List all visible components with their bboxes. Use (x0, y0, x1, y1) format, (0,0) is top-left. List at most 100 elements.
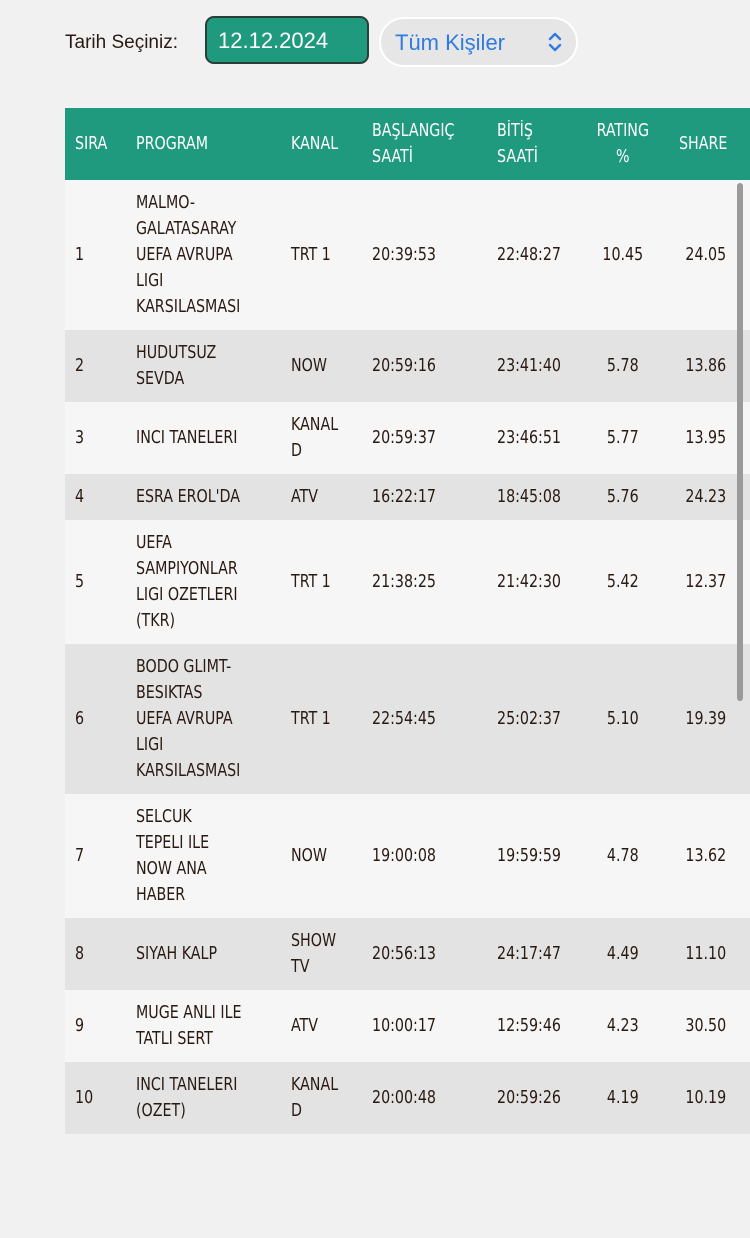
header-channel: KANAL (291, 133, 339, 154)
cell-end: 18:45:08 (497, 486, 562, 507)
cell-share: 24.23 (685, 486, 727, 507)
cell-rank: 9 (75, 1015, 85, 1036)
cell-rating: 4.78 (606, 845, 639, 866)
audience-select[interactable]: Tüm Kişiler (379, 17, 578, 67)
cell-end: 21:42:30 (497, 571, 562, 592)
cell-program: BODO GLIMT- BESIKTAS UEFA AVRUPA LIGI KA… (136, 656, 241, 781)
cell-share: 11.10 (685, 943, 727, 964)
cell-rating: 5.42 (606, 571, 639, 592)
table-scrollbar[interactable] (737, 183, 743, 701)
cell-start: 21:38:25 (372, 571, 437, 592)
cell-rating: 5.10 (606, 708, 639, 729)
cell-end: 24:17:47 (497, 943, 562, 964)
cell-rating: 4.49 (606, 943, 639, 964)
cell-rank: 8 (75, 943, 85, 964)
cell-program: ESRA EROL'DA (136, 486, 240, 507)
cell-channel: SHOW TV (291, 930, 337, 977)
cell-share: 24.05 (685, 244, 727, 265)
cell-channel: TRT 1 (291, 571, 331, 592)
cell-channel: TRT 1 (291, 708, 331, 729)
cell-share: 13.95 (685, 427, 727, 448)
cell-program: INCI TANELERI (136, 427, 238, 448)
cell-rank: 6 (75, 708, 85, 729)
cell-share: 30.50 (685, 1015, 727, 1036)
header-rating-line1: RATING (596, 120, 649, 141)
cell-rank: 3 (75, 427, 85, 448)
cell-rating: 5.78 (606, 355, 639, 376)
cell-rating: 4.19 (606, 1087, 639, 1108)
cell-rank: 1 (75, 244, 85, 265)
filter-bar: Tarih Seçiniz: 12.12.2024 Tüm Kişiler (0, 0, 750, 108)
cell-program: MALMO- GALATASARAY UEFA AVRUPA LIGI KARS… (136, 192, 241, 317)
table-row: 7 SELCUK TEPELI ILE NOW ANA HABER NOW 19:00… (65, 794, 750, 918)
cell-channel: NOW (291, 355, 327, 376)
header-rating: RATING % (592, 118, 654, 170)
table-row: 9 MUGE ANLI ILE TATLI SERT ATV 10:00:17 12:5… (65, 990, 750, 1062)
table-row: 6 BODO GLIMT- BESIKTAS UEFA AVRUPA LIGI K… (65, 644, 750, 794)
header-start-line2: SAATİ (372, 146, 413, 167)
cell-share: 19.39 (685, 708, 727, 729)
cell-start: 10:00:17 (372, 1015, 437, 1036)
cell-channel: NOW (291, 845, 327, 866)
date-picker-input[interactable]: 12.12.2024 (205, 16, 369, 64)
header-rank: SIRA (75, 133, 108, 154)
cell-program: UEFA SAMPIYONLAR LIGI OZETLERI (TKR) (136, 532, 238, 631)
table-row: 2 HUDUTSUZ SEVDA NOW 20:59:16 23:41:40 5.78 13… (65, 330, 750, 402)
cell-end: 19:59:59 (497, 845, 562, 866)
cell-rank: 4 (75, 486, 85, 507)
cell-share: 10.19 (685, 1087, 727, 1108)
cell-start: 20:59:16 (372, 355, 437, 376)
header-start-line1: BAŞLANGIÇ (372, 120, 455, 141)
cell-rank: 10 (75, 1087, 94, 1108)
audience-select-value: Tüm Kişiler (395, 30, 506, 55)
cell-start: 16:22:17 (372, 486, 437, 507)
cell-share: 12.37 (685, 571, 727, 592)
table-row: 8 SIYAH KALP SHOW TV 20:56:13 24:17:47 4.49 11… (65, 918, 750, 990)
cell-channel: ATV (291, 1015, 318, 1036)
ratings-table: SIRA PROGRAM KANAL BAŞLANGIÇ SAATİ BİTİŞ… (65, 108, 750, 1134)
header-program: PROGRAM (136, 133, 209, 154)
cell-end: 12:59:46 (497, 1015, 562, 1036)
table-row: 3 INCI TANELERI KANAL D 20:59:37 23:46:51 5.7… (65, 402, 750, 474)
table-row: 1 MALMO- GALATASARAY UEFA AVRUPA LIGI KAR… (65, 180, 750, 330)
date-label: Tarih Seçiniz: (65, 32, 178, 53)
cell-channel: KANAL D (291, 1074, 339, 1121)
table-row: 5 UEFA SAMPIYONLAR LIGI OZETLERI (TKR) TRT… (65, 520, 750, 644)
cell-rating: 5.77 (606, 427, 639, 448)
cell-rank: 7 (75, 845, 85, 866)
cell-rank: 5 (75, 571, 85, 592)
cell-program: SELCUK TEPELI ILE NOW ANA HABER (136, 806, 210, 905)
cell-share: 13.62 (685, 845, 727, 866)
cell-channel: ATV (291, 486, 318, 507)
header-end-line2: SAATİ (497, 146, 538, 167)
header-rating-line2: % (616, 146, 630, 167)
table-row: 10 INCI TANELERI (OZET) KANAL D 20:00:48 20:… (65, 1062, 750, 1134)
header-end-time: BİTİŞ SAATİ (497, 118, 538, 170)
cell-start: 20:59:37 (372, 427, 437, 448)
chevron-up-down-icon (548, 32, 562, 52)
header-share: SHARE (679, 133, 728, 154)
cell-start: 20:56:13 (372, 943, 437, 964)
cell-start: 20:00:48 (372, 1087, 437, 1108)
cell-channel: TRT 1 (291, 244, 331, 265)
cell-program: SIYAH KALP (136, 943, 218, 964)
cell-rating: 5.76 (606, 486, 639, 507)
cell-rating: 10.45 (602, 244, 644, 265)
cell-rank: 2 (75, 355, 85, 376)
cell-end: 25:02:37 (497, 708, 562, 729)
cell-start: 22:54:45 (372, 708, 437, 729)
cell-program: MUGE ANLI ILE TATLI SERT (136, 1002, 242, 1049)
table-header: SIRA PROGRAM KANAL BAŞLANGIÇ SAATİ BİTİŞ… (65, 108, 750, 180)
cell-program: HUDUTSUZ SEVDA (136, 342, 217, 389)
cell-end: 20:59:26 (497, 1087, 562, 1108)
table-row: 4 ESRA EROL'DA ATV 16:22:17 18:45:08 5.76 24.2… (65, 474, 750, 520)
header-end-line1: BİTİŞ (497, 120, 533, 141)
cell-end: 23:46:51 (497, 427, 562, 448)
cell-rating: 4.23 (606, 1015, 639, 1036)
cell-end: 23:41:40 (497, 355, 562, 376)
header-start-time: BAŞLANGIÇ SAATİ (372, 118, 454, 170)
cell-start: 20:39:53 (372, 244, 437, 265)
cell-program: INCI TANELERI (OZET) (136, 1074, 238, 1121)
cell-end: 22:48:27 (497, 244, 562, 265)
cell-start: 19:00:08 (372, 845, 437, 866)
